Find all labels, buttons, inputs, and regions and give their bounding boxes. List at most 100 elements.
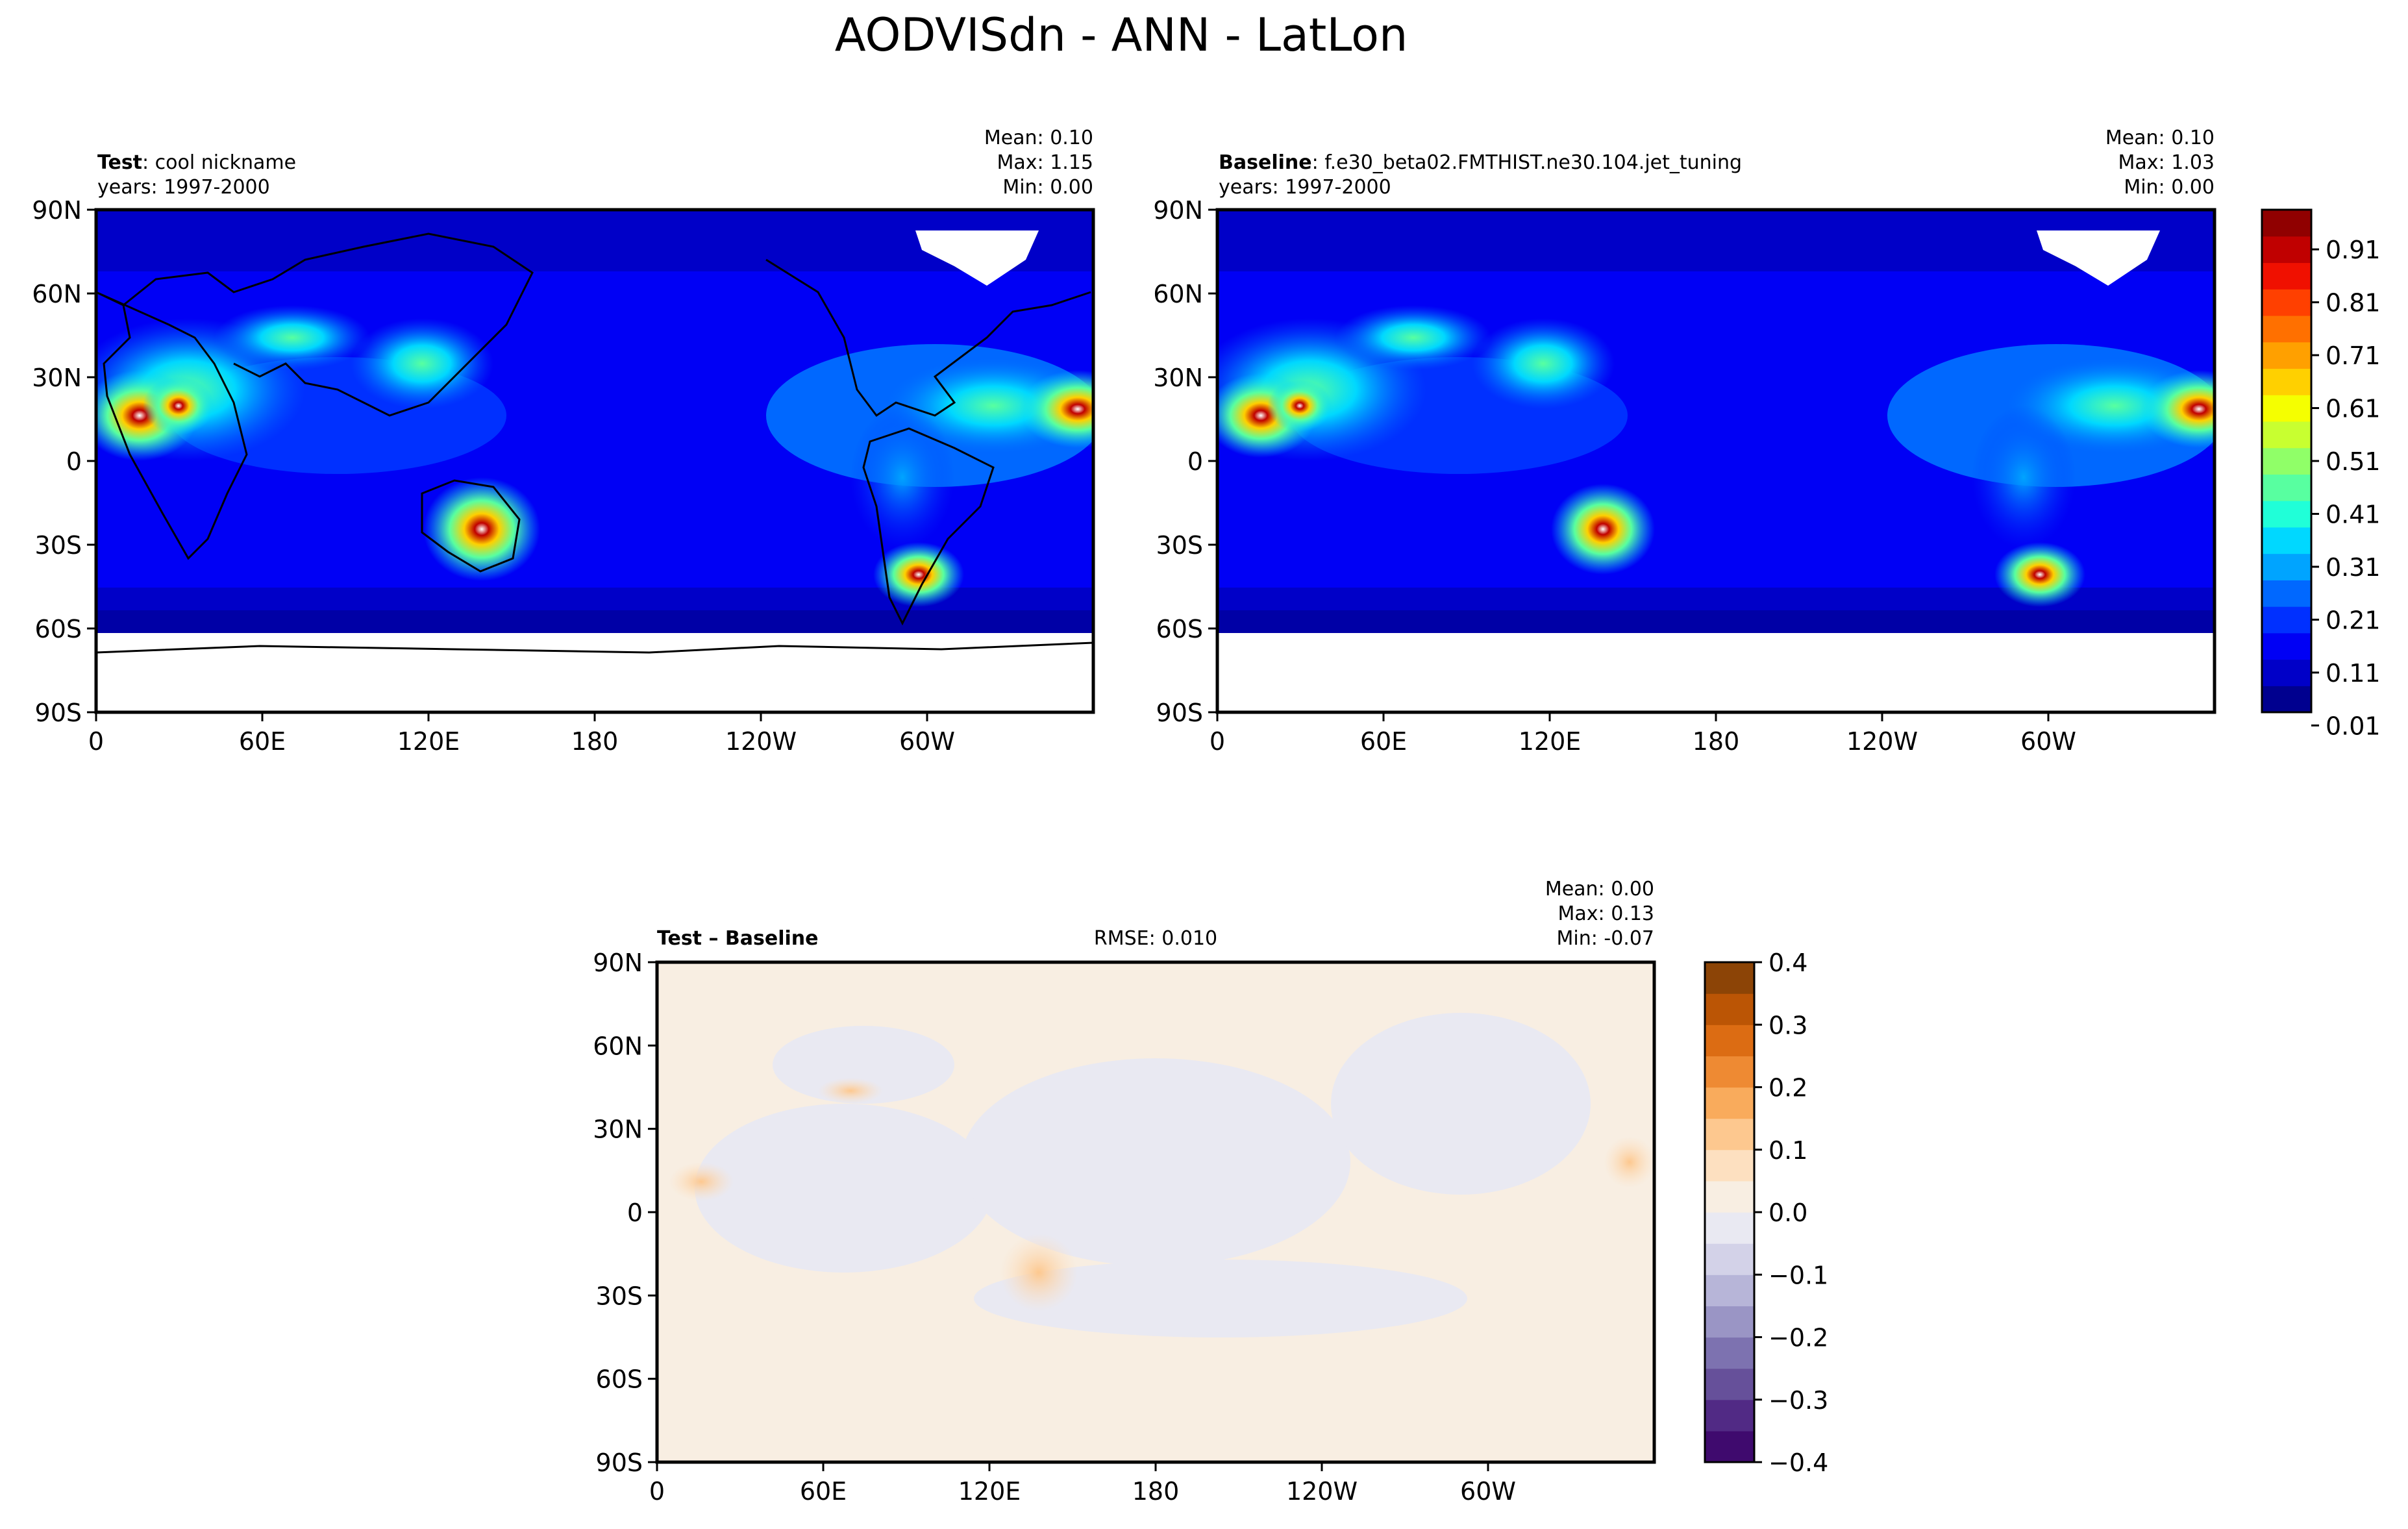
test-lat-tick-label: 30N (32, 364, 82, 392)
colorbar-diff-swatch (1705, 1399, 1754, 1432)
colorbar-diff-swatch (1705, 962, 1754, 994)
baseline-lat-tick-label: 30N (1153, 364, 1203, 392)
colorbar-aod-swatch (2262, 632, 2311, 660)
colorbar-aod-tick-label: 0.11 (2326, 659, 2381, 688)
difference-lat-tick-label: 90N (593, 949, 643, 977)
difference-lon-tick-label: 60W (1460, 1477, 1516, 1506)
colorbar-diff-tick-label: 0.2 (1769, 1074, 1807, 1102)
colorbar-aod-tick-label: 0.61 (2326, 395, 2381, 423)
panel-difference-max: Max: 0.13 (1558, 902, 1654, 925)
panel-test-years: years: 1997-2000 (97, 176, 270, 199)
colorbar-aod-swatch (2262, 210, 2311, 237)
baseline-lat-tick-label: 60S (1156, 615, 1203, 643)
colorbar-diff-swatch (1705, 1056, 1754, 1088)
baseline-lon-tick-label: 120W (1846, 727, 1918, 756)
colorbar-aod-swatch (2262, 553, 2311, 580)
colorbar-aod-swatch (2262, 447, 2311, 475)
panel-test: Test: cool nickname years: 1997-2000 Mea… (94, 127, 1095, 714)
colorbar-diff-tick-label: −0.3 (1769, 1386, 1828, 1415)
test-lon-tick-label: 60E (239, 727, 286, 756)
difference-lon-tick-label: 180 (1132, 1477, 1180, 1506)
test-lat-tick-label: 90N (32, 196, 82, 225)
difference-lon-tick-label: 60E (800, 1477, 847, 1506)
colorbar-aod-swatch (2262, 342, 2311, 369)
colorbar-diff-swatch (1705, 1368, 1754, 1400)
panel-baseline-label: Baseline: f.e30_beta02.FMTHIST.ne30.104.… (1219, 151, 1742, 174)
test-lat-tick-label: 60S (35, 615, 82, 643)
panel-baseline-mean: Mean: 0.10 (2105, 127, 2215, 149)
colorbar-diff-swatch (1705, 1149, 1754, 1182)
colorbar-aod-swatch (2262, 395, 2311, 422)
difference-lat-tick-label: 60N (593, 1032, 643, 1060)
colorbar-aod-swatch (2262, 659, 2311, 686)
colorbar-aod-swatch (2262, 527, 2311, 554)
test-lat-tick-label: 0 (66, 447, 82, 476)
colorbar-diff-swatch (1705, 1180, 1754, 1213)
axis-ticks: 90N 60N 30N 0 30S 60S 90S 0 60E 120E 180 120W 60W 90N… (32, 196, 2076, 1506)
baseline-lon-tick-label: 60W (2020, 727, 2076, 756)
test-lon-tick-label: 120W (725, 727, 797, 756)
test-lat-tick-label: 60N (32, 280, 82, 308)
baseline-lon-tick-label: 0 (1210, 727, 1225, 756)
colorbar-aod-swatch (2262, 315, 2311, 343)
colorbar-diff-swatch (1705, 1306, 1754, 1338)
figure-title: AODVISdn - ANN - LatLon (835, 8, 1408, 62)
panel-baseline-max: Max: 1.03 (2118, 151, 2215, 174)
panel-test-coastlines (96, 232, 1093, 654)
panel-difference-mean: Mean: 0.00 (1545, 878, 1654, 901)
colorbar-aod-swatch (2262, 686, 2311, 713)
colorbar-diff-tick-label: −0.1 (1769, 1261, 1828, 1289)
colorbar-diff-swatch (1705, 1337, 1754, 1369)
test-lat-tick-label: 30S (35, 531, 82, 560)
colorbar-diff-tick-label: −0.2 (1769, 1324, 1828, 1352)
colorbar-diff-swatch (1705, 1243, 1754, 1275)
colorbar-aod-tick-label: 0.21 (2326, 606, 2381, 634)
panel-test-max: Max: 1.15 (997, 151, 1093, 174)
colorbar-diff-swatch (1705, 1212, 1754, 1244)
colorbar-aod-swatch (2262, 580, 2311, 607)
test-lon-tick-label: 120E (397, 727, 460, 756)
colorbar-aod-swatch (2262, 606, 2311, 634)
panel-baseline: Baseline: f.e30_beta02.FMTHIST.ne30.104.… (1215, 127, 2216, 714)
panel-baseline-map (1217, 210, 2215, 712)
panel-difference: Test – Baseline RMSE: 0.010 Mean: 0.00 M… (655, 878, 1656, 1464)
difference-lat-tick-label: 0 (627, 1199, 643, 1227)
colorbar-aod-tick-label: 0.41 (2326, 500, 2381, 528)
test-lon-tick-label: 180 (571, 727, 619, 756)
baseline-lat-tick-label: 90N (1153, 196, 1203, 225)
colorbar-aod-tick-label: 0.81 (2326, 289, 2381, 317)
colorbar-diff-tick-label: 0.0 (1769, 1199, 1807, 1227)
colorbar-aod-swatch (2262, 289, 2311, 316)
test-lon-tick-label: 60W (899, 727, 955, 756)
colorbar-aod-tick-label: 0.01 (2326, 712, 2381, 740)
colorbar-aod-tick-label: 0.51 (2326, 447, 2381, 476)
baseline-lon-tick-label: 60E (1360, 727, 1407, 756)
panel-difference-label: Test – Baseline (657, 927, 819, 950)
colorbar-diff-tick-label: 0.1 (1769, 1136, 1807, 1165)
colorbar-aod-tick-label: 0.31 (2326, 553, 2381, 582)
colorbar-aod-swatch (2262, 368, 2311, 395)
panel-test-min: Min: 0.00 (1002, 176, 1093, 199)
baseline-lat-tick-label: 30S (1156, 531, 1203, 560)
panel-difference-min: Min: -0.07 (1557, 927, 1655, 950)
colorbar-aod-swatch (2262, 501, 2311, 528)
panel-test-label: Test: cool nickname (97, 151, 296, 174)
panel-test-map (96, 210, 1093, 712)
colorbar-diff-tick-label: 0.4 (1769, 949, 1807, 977)
colorbar-aod: 0.91 0.81 0.71 0.61 0.51 0.41 0.31 0.21 0.11 0.01 (2261, 208, 2381, 740)
colorbar-aod-swatch (2262, 262, 2311, 290)
colorbar-diff-swatch (1705, 1274, 1754, 1306)
test-lat-tick-label: 90S (35, 699, 82, 727)
panel-test-mean: Mean: 0.10 (984, 127, 1093, 149)
colorbar-diff: 0.4 0.3 0.2 0.1 0.0 −0.1 −0.2 −0.3 −0.4 (1704, 949, 1828, 1477)
colorbar-aod-swatch (2262, 474, 2311, 501)
colorbar-aod-swatch (2262, 421, 2311, 449)
baseline-lon-tick-label: 180 (1693, 727, 1740, 756)
panel-baseline-years: years: 1997-2000 (1219, 176, 1391, 199)
colorbar-diff-swatch (1705, 1087, 1754, 1119)
difference-lat-tick-label: 30S (596, 1282, 643, 1310)
colorbar-aod-tick-label: 0.71 (2326, 342, 2381, 370)
panel-baseline-min: Min: 0.00 (2124, 176, 2215, 199)
difference-lon-tick-label: 120W (1286, 1477, 1358, 1506)
difference-lat-tick-label: 60S (596, 1365, 643, 1394)
